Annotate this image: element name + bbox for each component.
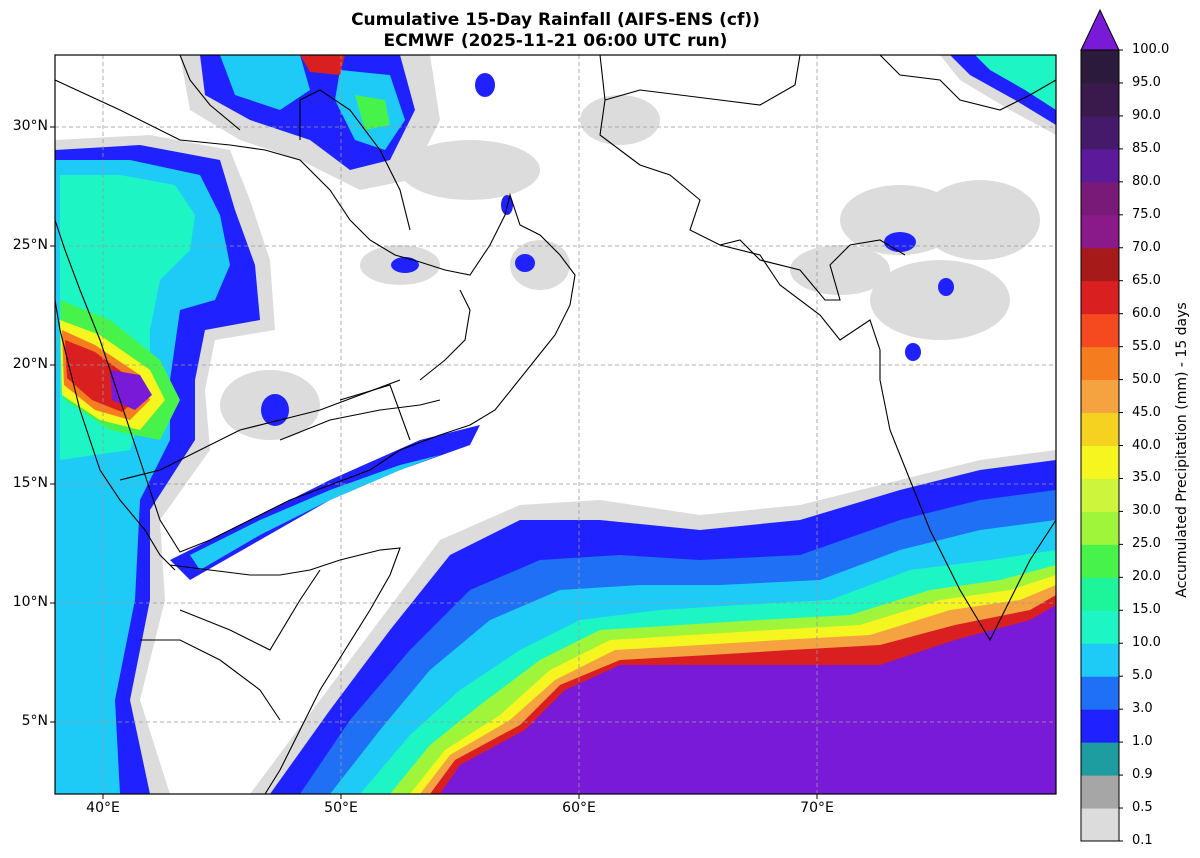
colorbar-level-label: 75.0: [1132, 206, 1161, 222]
colorbar-level-label: 80.0: [1132, 173, 1161, 189]
colorbar-segment: [1081, 676, 1119, 710]
colorbar-extend-arrow: [1080, 8, 1120, 51]
colorbar-segment: [1081, 643, 1119, 677]
colorbar-segment: [1081, 511, 1119, 545]
colorbar-level-label: 0.5: [1132, 800, 1153, 816]
colorbar-level-label: 3.0: [1132, 701, 1153, 717]
lat-tick-label: 30°N: [12, 118, 48, 134]
colorbar-level-label: 70.0: [1132, 239, 1161, 255]
axis-ticks: [50, 126, 818, 799]
lat-tick-label: 10°N: [12, 594, 48, 610]
map-frame: [54, 54, 1057, 795]
colorbar-segment: [1081, 82, 1119, 117]
colorbar: [1080, 8, 1123, 842]
colorbar-segment: [1081, 148, 1119, 183]
colorbar-level-label: 60.0: [1132, 305, 1161, 321]
colorbar-level-label: 1.0: [1132, 734, 1153, 750]
lon-tick-label: 60°E: [562, 800, 596, 816]
colorbar-segment: [1081, 50, 1119, 84]
colorbar-segment: [1081, 478, 1119, 512]
colorbar-segment: [1081, 742, 1119, 776]
map-panel: [55, 55, 1056, 794]
colorbar-level-label: 90.0: [1132, 107, 1161, 123]
title-line-2: ECMWF (2025-11-21 06:00 UTC run): [383, 31, 728, 51]
lon-tick-label: 70°E: [800, 800, 834, 816]
colorbar-segment: [1081, 775, 1119, 809]
colorbar-segment: [1081, 313, 1119, 348]
colorbar-level-label: 0.1: [1132, 833, 1153, 848]
colorbar-title: Accumulated Precipitation (mm) - 15 days: [1174, 302, 1190, 598]
lon-tick-label: 50°E: [324, 800, 358, 816]
lon-tick-label: 40°E: [86, 800, 120, 816]
colorbar-level-label: 10.0: [1132, 635, 1161, 651]
lat-tick-label: 5°N: [21, 713, 48, 729]
colorbar-level-label: 30.0: [1132, 503, 1161, 519]
map-title: Cumulative 15-Day Rainfall (AIFS-ENS (cf…: [55, 10, 1056, 52]
colorbar-level-label: 45.0: [1132, 404, 1161, 420]
colorbar-level-label: 50.0: [1132, 371, 1161, 387]
precipitation-field: [55, 55, 1056, 794]
colorbar-segment: [1081, 709, 1119, 743]
colorbar-level-label: 95.0: [1132, 74, 1161, 90]
colorbar-level-label: 25.0: [1132, 536, 1161, 552]
colorbar-segment: [1081, 214, 1119, 249]
colorbar-segment: [1081, 247, 1119, 282]
colorbar-level-label: 20.0: [1132, 569, 1161, 585]
lat-tick-label: 15°N: [12, 475, 48, 491]
colorbar-level-label: 0.9: [1132, 767, 1153, 783]
colorbar-level-label: 100.0: [1132, 42, 1170, 57]
colorbar-segment: [1081, 115, 1119, 150]
colorbar-level-label: 65.0: [1132, 272, 1161, 288]
colorbar-level-label: 5.0: [1132, 668, 1153, 684]
colorbar-level-label: 85.0: [1132, 140, 1161, 156]
lat-tick-label: 20°N: [12, 356, 48, 372]
lat-tick-label: 25°N: [12, 237, 48, 253]
coastlines: [55, 55, 1056, 794]
colorbar-segment: [1081, 544, 1119, 578]
colorbar-segment: [1081, 610, 1119, 644]
colorbar-segment: [1081, 280, 1119, 315]
colorbar-level-label: 55.0: [1132, 338, 1161, 354]
colorbar-level-label: 35.0: [1132, 470, 1161, 486]
colorbar-level-label: 40.0: [1132, 437, 1161, 453]
colorbar-segment: [1081, 379, 1119, 414]
colorbar-segment: [1081, 445, 1119, 479]
colorbar-level-label: 15.0: [1132, 602, 1161, 618]
colorbar-segment: [1081, 808, 1119, 842]
colorbar-segment: [1081, 346, 1119, 381]
colorbar-segment: [1081, 181, 1119, 216]
title-line-1: Cumulative 15-Day Rainfall (AIFS-ENS (cf…: [351, 10, 760, 30]
colorbar-segment: [1081, 412, 1119, 446]
colorbar-segment: [1081, 577, 1119, 611]
